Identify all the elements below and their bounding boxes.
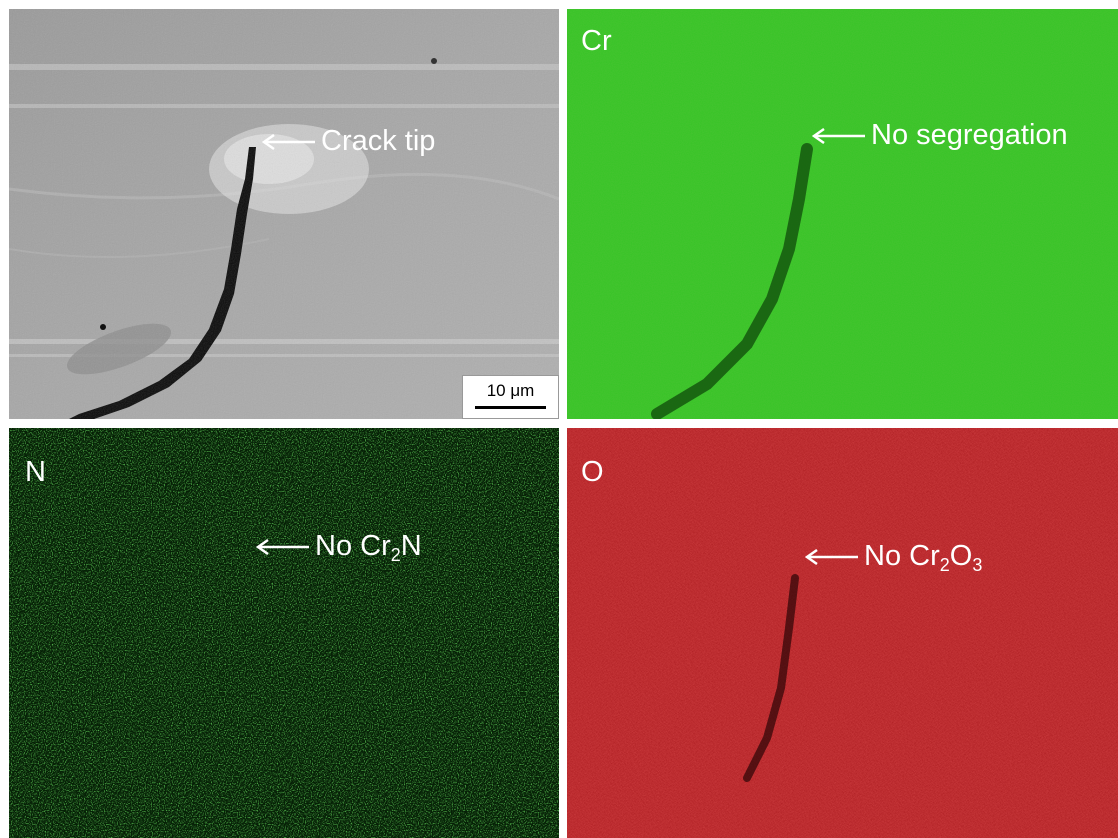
sem-micrograph xyxy=(9,9,559,419)
crack-tip-annotation: Crack tip xyxy=(261,127,435,156)
no-cr2n-annotation: No Cr2N xyxy=(255,530,422,565)
n-map-panel: N No Cr2N xyxy=(9,428,559,838)
no-segregation-label: No segregation xyxy=(871,119,1068,151)
left-arrow-icon xyxy=(804,548,858,565)
no-segregation-annotation: No segregation xyxy=(811,121,1068,150)
left-arrow-icon xyxy=(811,127,865,144)
o-panel-label: O xyxy=(581,456,604,488)
sem-image-panel: Crack tip 10 μm xyxy=(9,9,559,419)
crack-tip-label: Crack tip xyxy=(321,125,436,157)
n-element-map xyxy=(9,428,559,838)
cr-element-map xyxy=(567,9,1118,419)
scale-bar-label: 10 μm xyxy=(486,381,535,400)
cr-map-panel: Cr No segregation xyxy=(567,9,1118,419)
scale-bar: 10 μm xyxy=(462,375,559,419)
cr-panel-label: Cr xyxy=(581,25,612,57)
o-element-map xyxy=(567,428,1118,838)
scale-bar-line xyxy=(475,406,546,409)
o-map-panel: O No Cr2O3 xyxy=(567,428,1118,838)
left-arrow-icon xyxy=(255,538,309,555)
no-cr2o3-label: No Cr2O3 xyxy=(864,540,983,575)
no-cr2o3-annotation: No Cr2O3 xyxy=(804,540,983,575)
n-panel-label: N xyxy=(25,456,46,488)
left-arrow-icon xyxy=(261,133,315,150)
no-cr2n-label: No Cr2N xyxy=(315,530,422,565)
